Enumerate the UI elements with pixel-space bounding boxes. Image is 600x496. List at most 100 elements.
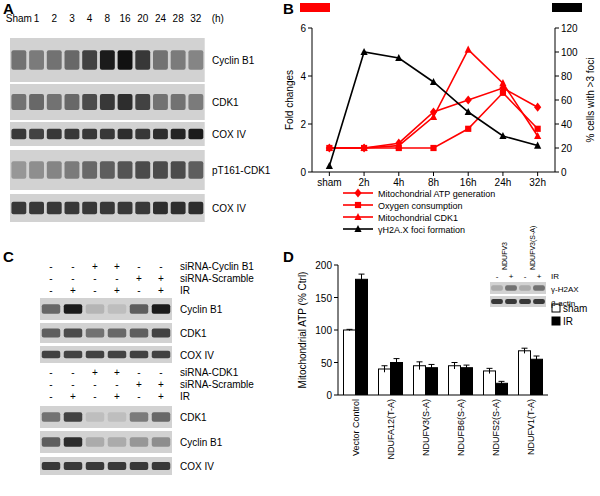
y2-tick — [555, 148, 559, 149]
series-line — [329, 93, 537, 148]
error-bar — [382, 366, 388, 373]
condition-sign: - — [137, 367, 140, 378]
blot-membrane — [10, 38, 205, 82]
inset-column-label: NDUFV3(S-A) — [529, 226, 537, 270]
condition-sign: + — [158, 391, 164, 402]
error-cap — [487, 368, 493, 369]
error-cap — [534, 356, 540, 357]
series-marker — [430, 78, 437, 85]
error-cap — [359, 274, 365, 275]
blot-band — [130, 304, 148, 314]
blot-band — [108, 437, 126, 447]
condition-sign: + — [509, 272, 514, 281]
error-line — [466, 365, 467, 370]
y-tick-label: 0 — [300, 167, 306, 178]
blot-band — [135, 202, 150, 214]
error-cap — [382, 365, 388, 366]
condition-sign: + — [70, 285, 76, 296]
x-tick-label: 8h — [428, 177, 439, 188]
blot-band — [65, 202, 80, 214]
blot-band — [82, 94, 97, 110]
bar — [449, 366, 461, 395]
y-tick-label: 50 — [321, 358, 333, 369]
condition-sign: - — [159, 261, 162, 272]
blot-band — [153, 129, 168, 140]
blot-band — [153, 202, 168, 214]
x-tick — [502, 172, 503, 176]
blot-band — [118, 94, 133, 110]
series-marker — [499, 132, 506, 139]
blot-band — [11, 50, 26, 69]
series-marker — [360, 48, 367, 55]
blot-band — [153, 94, 168, 110]
y-tick-label: 200 — [315, 260, 332, 271]
figure: ABCDSham123481620242832(h)Cyclin B1CDK1C… — [0, 0, 600, 496]
x-tick-label: sham — [317, 177, 341, 188]
legend-label: Mitochondrial ATP generation — [378, 189, 495, 199]
legend-marker — [354, 213, 361, 220]
blot-band — [135, 129, 150, 140]
x-tick-label: NDUFV1(T-A) — [526, 399, 536, 455]
blot-band — [47, 129, 62, 140]
condition-sign: + — [158, 379, 164, 390]
bar — [356, 279, 368, 395]
blot-band — [135, 50, 150, 69]
error-cap — [347, 329, 353, 330]
blot-band — [152, 329, 170, 338]
blot-band — [86, 412, 104, 422]
condition-sign: + — [70, 391, 76, 402]
blot-band — [86, 437, 104, 447]
blot-band — [82, 129, 97, 140]
series-marker — [430, 145, 436, 151]
blot-label: pT161-CDK1 — [212, 165, 271, 176]
blot-label: γ-H2AX — [551, 285, 579, 294]
y2-axis-title: % cells with >3 foci — [585, 58, 596, 143]
blot-membrane — [490, 296, 546, 307]
panel-letter: C — [3, 248, 14, 265]
condition-label: siRNA-Scramble — [180, 273, 254, 284]
error-bar — [452, 363, 458, 370]
error-cap — [452, 362, 458, 363]
condition-sign: - — [115, 273, 118, 284]
blot-label: Cyclin B1 — [212, 55, 255, 66]
blot-band — [11, 129, 26, 140]
error-line — [489, 368, 490, 373]
condition-sign: - — [93, 379, 96, 390]
blot-label: Cyclin B1 — [180, 304, 223, 315]
x-tick-label: NDUFS2(S-A) — [491, 399, 501, 456]
condition-label: siRNA-Scramble — [180, 379, 254, 390]
blot-band — [108, 304, 126, 314]
blot-membrane — [40, 298, 172, 320]
condition-sign: - — [137, 261, 140, 272]
blot-band — [82, 161, 97, 179]
blot-band — [491, 285, 503, 290]
lane-label: 16 — [119, 13, 131, 24]
lane-label: 8 — [105, 13, 111, 24]
y-tick-label: 150 — [315, 293, 332, 304]
y-tick — [308, 28, 312, 29]
blot-membrane — [40, 406, 172, 428]
x-axis — [338, 395, 548, 396]
blot-band — [47, 94, 62, 110]
blot-band — [152, 412, 170, 422]
lane-label: 3 — [69, 13, 75, 24]
condition-sign: - — [71, 261, 74, 272]
blot-band — [82, 202, 97, 214]
condition-sign: + — [158, 273, 164, 284]
lane-unit: (h) — [212, 13, 224, 24]
x-tick-label: NDUFA12(T-A) — [386, 399, 396, 460]
error-line — [419, 362, 420, 370]
error-bar — [499, 381, 505, 385]
bar — [344, 330, 356, 395]
blot-band — [42, 351, 60, 358]
condition-sign: + — [92, 261, 98, 272]
y-axis — [312, 28, 313, 172]
blot-label: COX IV — [180, 350, 214, 361]
error-cap — [464, 365, 470, 366]
blot-band — [171, 129, 186, 140]
blot-band — [29, 161, 44, 179]
condition-sign: + — [114, 285, 120, 296]
blot-band — [100, 129, 115, 140]
error-cap — [417, 361, 423, 362]
blot-band — [42, 304, 60, 314]
